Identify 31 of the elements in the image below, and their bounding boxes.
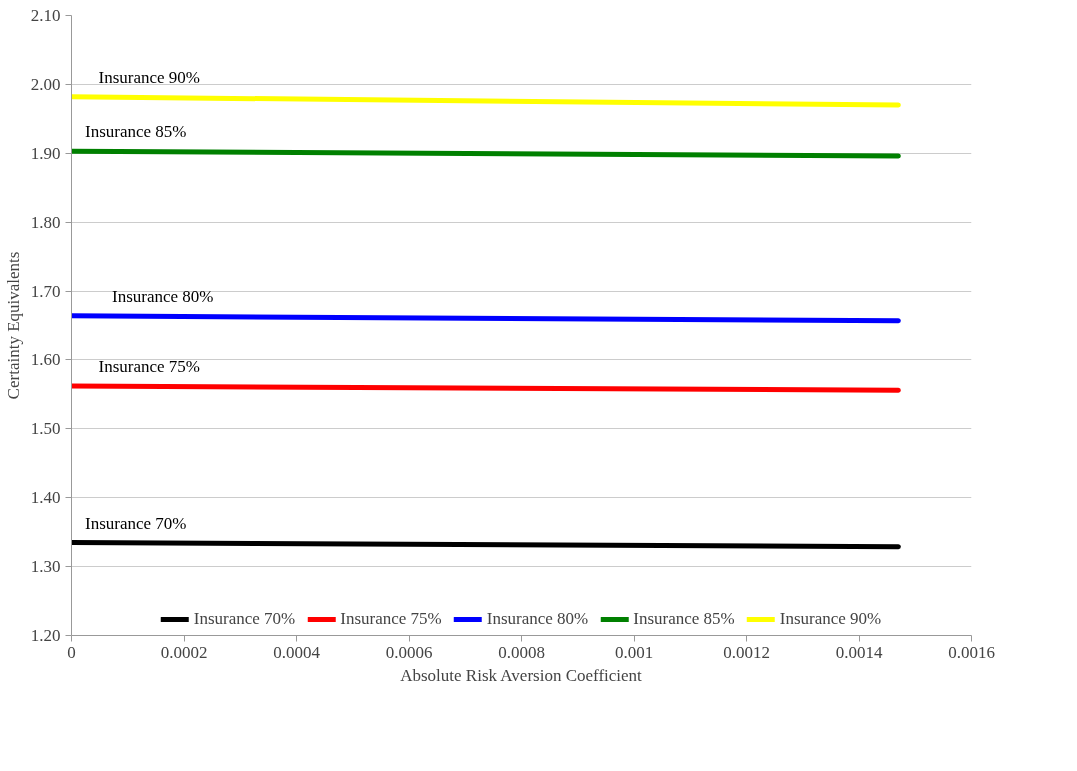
y-tick-label: 1.50 bbox=[30, 419, 61, 439]
text: Insurance 85% bbox=[85, 122, 187, 142]
x-tick-label: 0.0002 bbox=[160, 642, 208, 662]
x-tick-label: 0.0014 bbox=[835, 642, 883, 662]
y-axis-title: Certainty Equivalents bbox=[3, 251, 23, 400]
legend-label: Insurance 70% bbox=[193, 609, 296, 629]
x-tick-label: 0.0012 bbox=[723, 642, 770, 662]
y-tick-label: 1.80 bbox=[30, 212, 61, 232]
y-tick-label: 1.70 bbox=[30, 281, 61, 301]
text: Insurance 80% bbox=[112, 286, 214, 306]
legend-label: Insurance 80% bbox=[486, 609, 589, 629]
text: Insurance 70% bbox=[85, 513, 187, 533]
x-tick-label: 0.0004 bbox=[273, 642, 321, 662]
y-tick-label: 1.30 bbox=[30, 557, 61, 577]
y-tick-label: 1.60 bbox=[30, 350, 61, 370]
text: Insurance 75% bbox=[98, 357, 200, 377]
x-tick-label: 0.0008 bbox=[498, 642, 545, 662]
x-tick-label: 0.0006 bbox=[385, 642, 433, 662]
legend-label: Insurance 75% bbox=[340, 609, 442, 629]
y-tick-label: 1.40 bbox=[30, 488, 61, 508]
x-tick-label: 0.0016 bbox=[948, 642, 995, 662]
x-tick-label: 0 bbox=[67, 642, 76, 662]
y-tick-label: 1.90 bbox=[30, 143, 61, 163]
legend-label: Insurance 90% bbox=[779, 609, 882, 629]
x-axis-title: Absolute Risk Aversion Coefficient bbox=[400, 665, 643, 685]
text: Insurance 90% bbox=[98, 67, 200, 87]
y-tick-label: 1.20 bbox=[30, 626, 61, 645]
x-tick-label: 0.001 bbox=[614, 642, 654, 662]
y-tick-label: 2.10 bbox=[30, 6, 61, 25]
legend-label: Insurance 85% bbox=[633, 609, 735, 629]
y-tick-label: 2.00 bbox=[30, 74, 61, 94]
